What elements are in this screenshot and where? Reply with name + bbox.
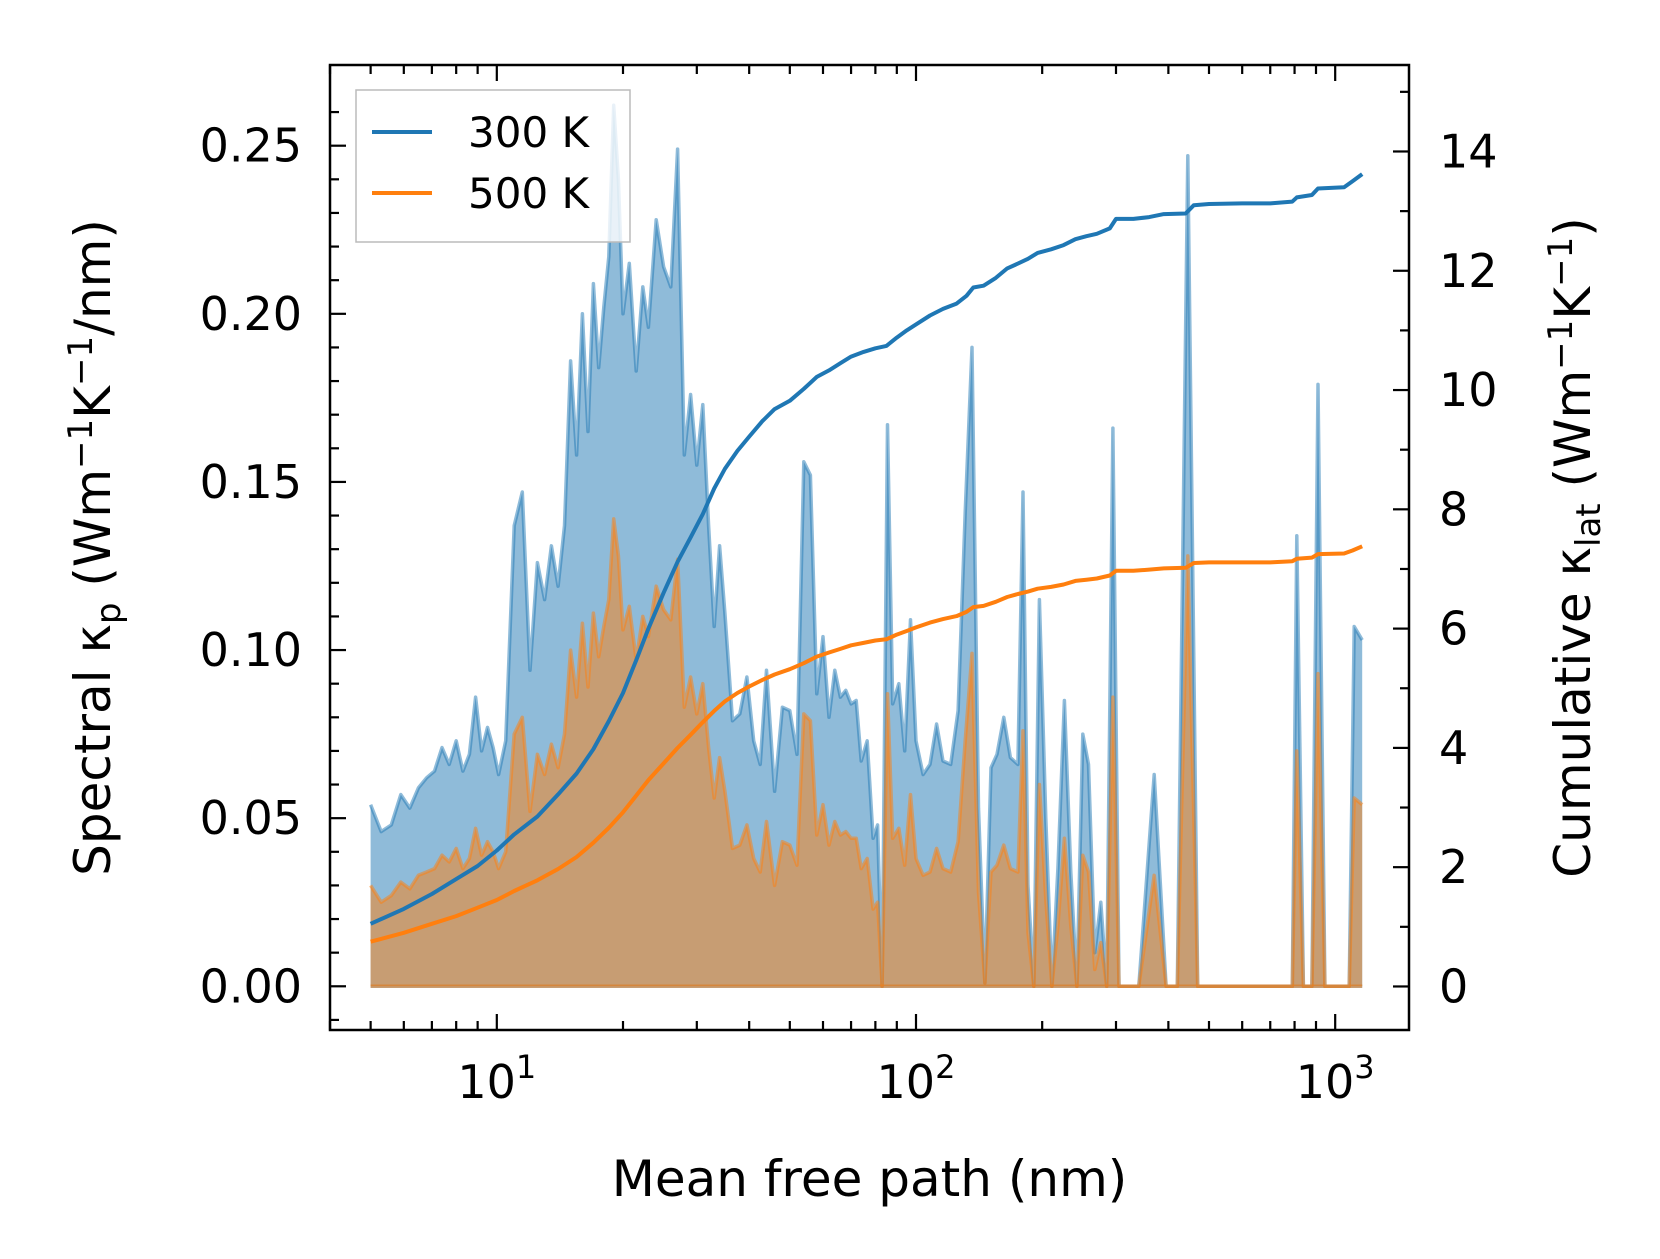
legend-label-500k: 500 K: [468, 169, 591, 218]
spectral-fill-layer: [368, 103, 1364, 989]
cumulative-line-300k: [369, 172, 1364, 926]
y-left-title-sub: p: [89, 602, 129, 624]
y-right-tick-label: 4: [1439, 721, 1468, 775]
spectral-line-500k: [369, 517, 1364, 989]
x-axis-title: Mean free path (nm): [612, 1150, 1128, 1208]
y-right-title-mid: K: [1544, 286, 1602, 320]
y-left-tick-label: 0.25: [200, 119, 302, 173]
y-right-title-sub: lat: [1569, 503, 1609, 547]
y-left-title-suffix: (Wm: [64, 469, 122, 603]
y-left-tick-label: 0.10: [200, 623, 302, 677]
y-right-axis-title: Cumulative κlat (Wm−1K−1): [1541, 217, 1609, 877]
y-left-title-mid: K: [64, 385, 122, 419]
y-left-tick-label: 0.05: [200, 791, 302, 845]
spectral-area-500k: [370, 518, 1363, 987]
y-left-title-prefix: Spectral κ: [64, 624, 122, 876]
legend: 300 K 500 K: [355, 89, 631, 243]
y-right-tick-label: 6: [1439, 602, 1468, 656]
x-tick-label-base: 10: [457, 1055, 516, 1109]
y-left-title-end: /nm): [64, 219, 122, 336]
y-left-tick-label: 0.20: [200, 287, 302, 341]
y-right-tick-label: 2: [1439, 840, 1468, 894]
plot-frame: [328, 63, 1411, 1032]
legend-box: [355, 89, 631, 243]
y-right-tick-label: 0: [1439, 959, 1468, 1013]
y-right-tick-label: 8: [1439, 482, 1468, 536]
tick-layer: [328, 65, 1409, 1030]
y-right-title-sup1: −1: [1541, 320, 1581, 370]
y-right-title-prefix: Cumulative κ: [1544, 547, 1602, 878]
y-left-title-sup2: −1: [61, 336, 101, 386]
legend-label-300k: 300 K: [468, 108, 591, 157]
x-tick-label-exponent: 1: [516, 1048, 536, 1086]
y-left-tick-label: 0.00: [200, 959, 302, 1013]
x-tick-label-exponent: 2: [935, 1048, 955, 1086]
y-left-tick-label: 0.15: [200, 455, 302, 509]
y-left-axis-title: Spectral κp (Wm−1K−1/nm): [61, 219, 129, 876]
x-tick-label: 103: [1296, 1048, 1375, 1109]
y-right-title-end: ): [1544, 217, 1602, 237]
x-tick-label: 101: [457, 1048, 536, 1109]
cumulative-line-layer: [369, 172, 1364, 944]
y-right-title-suffix: (Wm: [1544, 370, 1602, 504]
x-tick-label-base: 10: [1296, 1055, 1355, 1109]
cumulative-line-500k: [370, 544, 1363, 944]
y-left-title-sup1: −1: [61, 419, 101, 469]
y-right-title-sup2: −1: [1541, 237, 1581, 287]
y-right-tick-label: 12: [1439, 244, 1498, 298]
x-tick-label-exponent: 3: [1354, 1048, 1374, 1086]
x-tick-label-base: 10: [877, 1055, 936, 1109]
y-right-tick-label: 10: [1439, 363, 1498, 417]
y-right-tick-label: 14: [1439, 124, 1498, 178]
tick-label-layer: 101 102 1030.000.050.100.150.200.250246810…: [200, 119, 1498, 1109]
x-tick-label: 102: [877, 1048, 956, 1109]
